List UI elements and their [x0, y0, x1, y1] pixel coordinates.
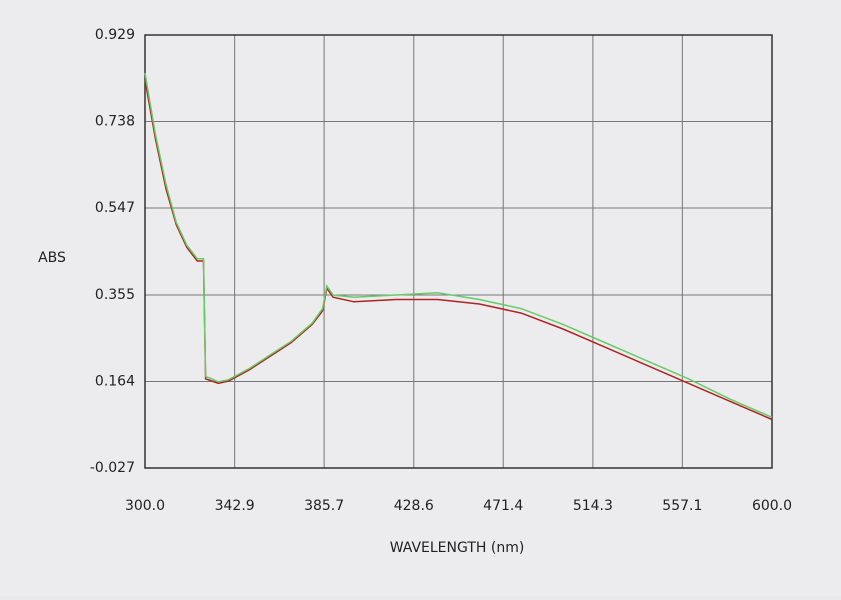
x-tick-label: 300.0 [125, 498, 165, 514]
x-tick-label: 385.7 [304, 498, 344, 514]
x-axis-label: WAVELENGTH (nm) [390, 540, 525, 556]
y-tick-label: 0.547 [95, 200, 135, 216]
x-tick-label: 557.1 [662, 498, 702, 514]
y-axis-label: ABS [38, 250, 66, 266]
x-tick-label: 471.4 [483, 498, 523, 514]
chart: ABS WAVELENGTH (nm) -0.027 0.164 0.355 0.54… [0, 0, 841, 596]
x-tick-label: 600.0 [752, 498, 792, 514]
x-tick-label: 514.3 [573, 498, 613, 514]
y-tick-label: 0.164 [95, 373, 135, 389]
x-tick-label: 428.6 [394, 498, 434, 514]
y-tick-label: -0.027 [90, 460, 135, 476]
x-tick-label: 342.9 [215, 498, 255, 514]
y-tick-label: 0.355 [95, 287, 135, 303]
y-tick-label: 0.738 [95, 114, 135, 130]
y-tick-label: 0.929 [95, 27, 135, 43]
